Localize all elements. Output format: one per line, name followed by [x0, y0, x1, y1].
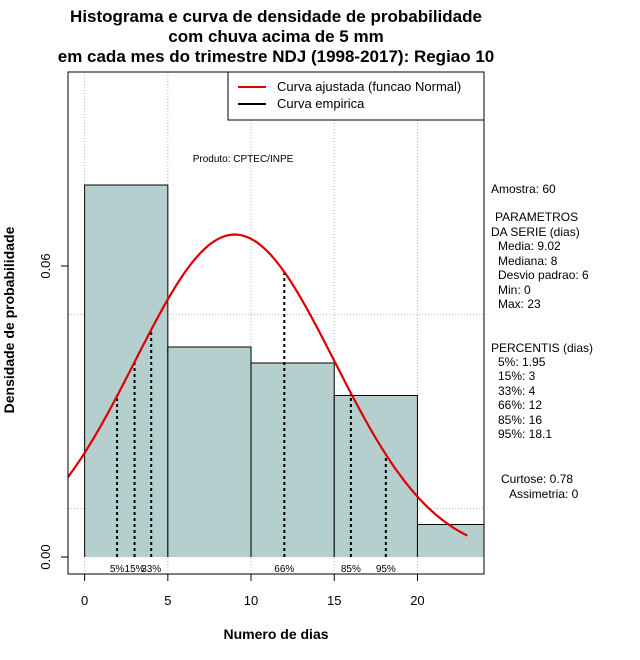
percentile-label: 95% — [376, 564, 396, 575]
legend-box — [227, 71, 485, 121]
stat-amostra: Amostra: 60 — [491, 182, 556, 196]
stat-params-header-2: DA SERIE (dias) — [491, 225, 580, 239]
stats-panel: Amostra: 60 PARAMETROS DA SERIE (dias) M… — [491, 182, 593, 501]
x-tick-label: 20 — [410, 593, 424, 608]
percentile-label: 15% — [125, 564, 145, 575]
normal-curve-path — [67, 233, 468, 537]
legend-label-fitted: Curva ajustada (funcao Normal) — [277, 79, 461, 94]
histogram-bar — [251, 363, 335, 558]
stat-mediana: Mediana: 8 — [498, 254, 558, 268]
stat-curtose: Curtose: 0.78 — [501, 472, 573, 486]
x-axis-label: Numero de dias — [223, 626, 328, 642]
normal-curve — [67, 233, 468, 537]
legend: Curva ajustada (funcao Normal) Curva emp… — [227, 71, 485, 121]
x-tick-label: 10 — [244, 593, 258, 608]
stat-p33: 33%: 4 — [498, 384, 536, 398]
histogram-bar — [84, 185, 168, 558]
chart-title-line-3: em cada mes do trimestre NDJ (1998-2017)… — [58, 47, 495, 66]
stat-desvio: Desvio padrao: 6 — [498, 268, 589, 282]
chart-title-line-2: com chuva acima de 5 mm — [168, 27, 383, 46]
credit-text: Produto: CPTEC/INPE — [193, 154, 294, 165]
histogram-bar — [334, 395, 418, 558]
stat-p85: 85%: 16 — [498, 413, 542, 427]
chart-title-line-1: Histograma e curva de densidade de proba… — [70, 7, 482, 26]
legend-label-empirical: Curva empirica — [277, 96, 365, 111]
stat-p95: 95%: 18.1 — [498, 427, 552, 441]
x-tick-label: 5 — [164, 593, 171, 608]
stat-assimetria: Assimetria: 0 — [509, 487, 579, 501]
percentile-label: 66% — [274, 564, 294, 575]
stat-percentis-header: PERCENTIS (dias) — [491, 341, 593, 355]
y-axis: 0.00 0.06 — [38, 253, 69, 570]
y-tick-label: 0.06 — [38, 253, 53, 278]
stat-params-header-1: PARAMETROS — [495, 210, 578, 224]
percentile-label: 85% — [341, 564, 361, 575]
percentile-label: 5% — [110, 564, 125, 575]
stat-p15: 15%: 3 — [498, 369, 536, 383]
histogram-bar — [417, 524, 484, 558]
x-tick-label: 15 — [327, 593, 341, 608]
histogram-bar-outline — [333, 395, 418, 558]
histogram-bars — [84, 184, 485, 558]
stat-p66: 66%: 12 — [498, 398, 542, 412]
x-axis: 0 5 10 15 20 — [81, 573, 425, 608]
histogram-bar — [167, 347, 252, 558]
stat-p5: 5%: 1.95 — [498, 355, 546, 369]
stat-max: Max: 23 — [498, 297, 541, 311]
percentile-label: 33% — [141, 564, 161, 575]
percentile-markers: 5% 15%33% 66% 85% 95% — [110, 271, 396, 575]
stat-min: Min: 0 — [498, 283, 531, 297]
stat-media: Media: 9.02 — [498, 239, 561, 253]
x-tick-label: 0 — [81, 593, 88, 608]
y-axis-label: Densidade de probabilidade — [1, 226, 17, 413]
y-tick-label: 0.00 — [38, 544, 53, 569]
